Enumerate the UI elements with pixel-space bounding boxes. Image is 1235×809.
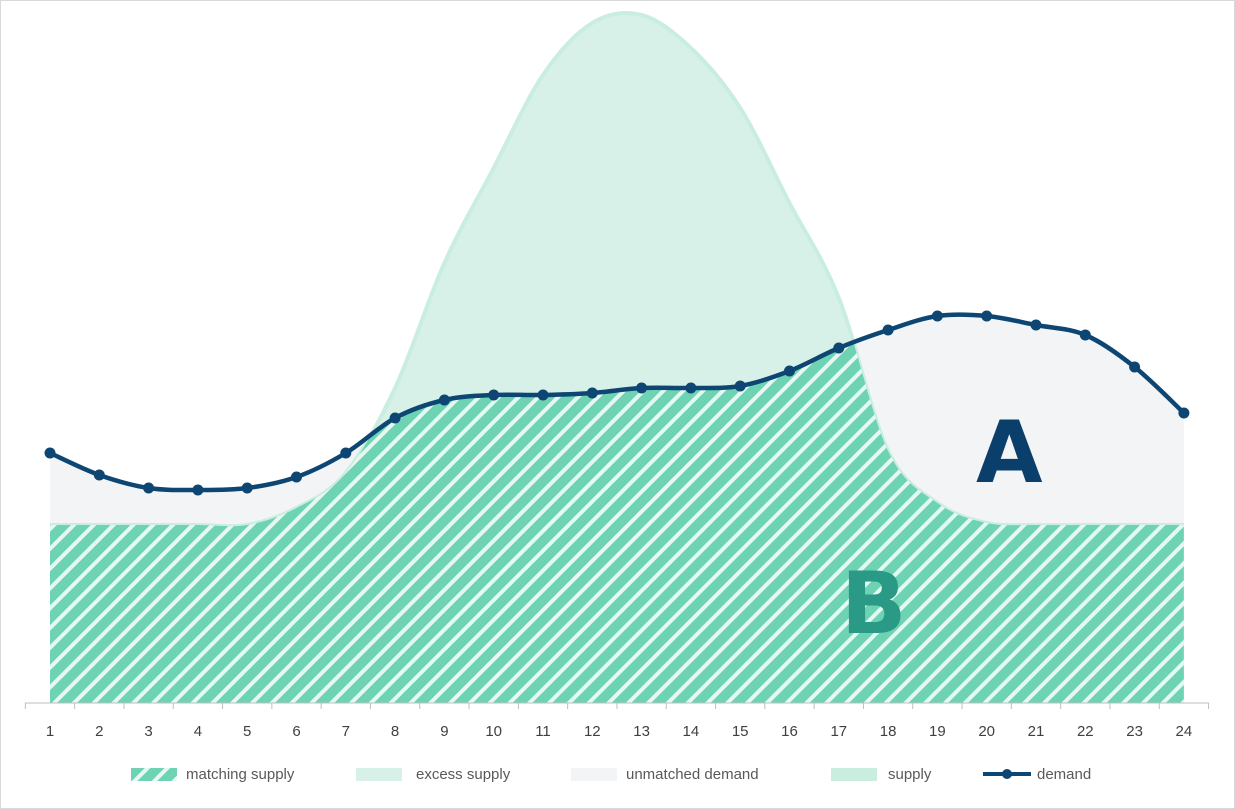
x-tick-label-23: 23 [1126, 723, 1143, 740]
x-tick-label-1: 1 [46, 723, 54, 740]
x-tick-label-7: 7 [342, 723, 350, 740]
demand-point-12 [586, 387, 598, 399]
annotation-a: A [976, 403, 1043, 503]
legend-item-unmatched-demand: unmatched demand [571, 766, 759, 783]
legend-label-supply: supply [888, 766, 932, 783]
legend: matching supply excess supply unmatched … [131, 766, 1091, 783]
demand-point-23 [1129, 361, 1141, 373]
demand-point-22 [1079, 329, 1091, 341]
legend-marker-demand [1002, 769, 1012, 779]
x-tick-label-24: 24 [1176, 723, 1193, 740]
x-tick-label-6: 6 [292, 723, 300, 740]
demand-point-13 [636, 382, 648, 394]
x-tick-label-16: 16 [781, 723, 798, 740]
legend-item-supply: supply [831, 766, 932, 783]
demand-point-11 [537, 389, 549, 401]
plot-lines [44, 310, 1190, 496]
demand-point-8 [389, 412, 401, 424]
x-tick-label-8: 8 [391, 723, 399, 740]
x-tick-label-11: 11 [535, 723, 551, 740]
x-tick-label-22: 22 [1077, 723, 1094, 740]
demand-point-20 [981, 310, 993, 322]
legend-item-demand: demand [983, 766, 1091, 783]
demand-point-19 [931, 310, 943, 322]
x-tick-label-12: 12 [584, 723, 601, 740]
demand-point-1 [44, 447, 56, 459]
legend-swatch-supply [831, 768, 877, 781]
supply-line [50, 11, 1184, 529]
legend-item-excess-supply: excess supply [356, 766, 511, 783]
annotations: A B [841, 403, 1043, 654]
x-tick-label-15: 15 [732, 723, 749, 740]
legend-label-unmatched-demand: unmatched demand [626, 766, 759, 783]
demand-point-7 [340, 447, 352, 459]
demand-point-5 [241, 482, 253, 494]
annotation-b: B [841, 554, 907, 654]
demand-point-18 [882, 324, 894, 336]
x-tick-label-18: 18 [880, 723, 897, 740]
legend-swatch-excess-supply [356, 768, 402, 781]
demand-point-6 [291, 471, 302, 483]
x-tick-label-14: 14 [683, 723, 700, 740]
legend-item-matching-supply: matching supply [131, 766, 295, 783]
demand-point-16 [784, 365, 795, 377]
plot-areas [50, 11, 1184, 703]
legend-swatch-unmatched-demand [571, 768, 617, 781]
x-tick-label-3: 3 [144, 723, 152, 740]
x-tick-label-10: 10 [485, 723, 502, 740]
x-tick-label-2: 2 [95, 723, 103, 740]
demand-point-17 [833, 342, 845, 354]
demand-point-2 [93, 469, 105, 481]
x-tick-label-19: 19 [929, 723, 946, 740]
x-tick-label-4: 4 [194, 723, 202, 740]
x-tick-label-17: 17 [830, 723, 847, 740]
demand-point-4 [192, 484, 204, 496]
x-tick-label-5: 5 [243, 723, 251, 740]
demand-point-21 [1030, 319, 1042, 331]
legend-label-matching-supply: matching supply [186, 766, 295, 783]
demand-point-14 [685, 382, 697, 394]
demand-point-15 [734, 380, 746, 392]
x-tick-label-9: 9 [440, 723, 448, 740]
demand-point-3 [143, 482, 155, 494]
legend-swatch-matching-supply [131, 768, 177, 781]
legend-label-demand: demand [1037, 766, 1091, 783]
demand-point-9 [438, 394, 450, 406]
demand-point-24 [1178, 407, 1190, 419]
demand-point-10 [488, 389, 500, 401]
legend-label-excess-supply: excess supply [416, 766, 511, 783]
x-tick-label-21: 21 [1028, 723, 1045, 740]
x-tick-label-13: 13 [633, 723, 650, 740]
x-axis: 1 2 3 4 5 6 7 8 9 10 11 12 13 14 15 16 17 18 19 20 21 22 23 24 [24, 702, 1210, 740]
x-tick-label-20: 20 [978, 723, 995, 740]
